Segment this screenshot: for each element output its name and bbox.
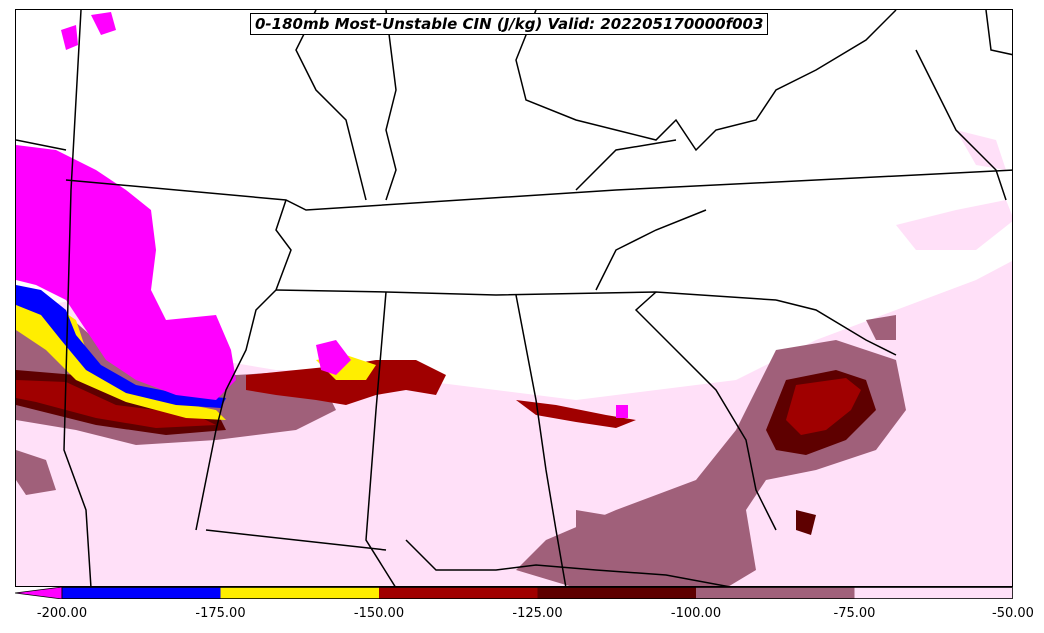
colorbar-segment [854,587,1013,599]
colorbar-segment [379,587,538,599]
state-boundaries [16,10,1012,586]
colorbar [15,587,1013,599]
map-panel [15,9,1013,587]
cin-fill-below-minus200 [16,12,628,418]
colorbar-segment [62,587,221,599]
colorbar-border [61,587,1013,599]
colorbar-tick-labels: -200.00 -175.00 -150.00 -125.00 -100.00 -75.0… [0,606,1044,628]
cin-field-map [16,10,1012,586]
colorbar-tick-label: -125.00 [512,606,563,621]
cin-fill-minus200-minus175 [16,285,226,408]
colorbar-segment [220,587,379,599]
colorbar-tick-label: -200.00 [36,606,88,621]
colorbar-tick-label: -100.00 [670,606,722,621]
colorbar-segment [696,587,855,599]
colorbar-tick-label: -75.00 [833,606,876,621]
colorbar-segment-below-min [15,587,63,599]
colorbar-tick-label: -175.00 [195,606,246,621]
colorbar-tick-label: -50.00 [992,606,1034,621]
colorbar-segment [537,587,696,599]
map-title: 0-180mb Most-Unstable CIN (J/kg) Valid: … [250,13,769,35]
colorbar-tick-label: -150.00 [353,606,405,621]
